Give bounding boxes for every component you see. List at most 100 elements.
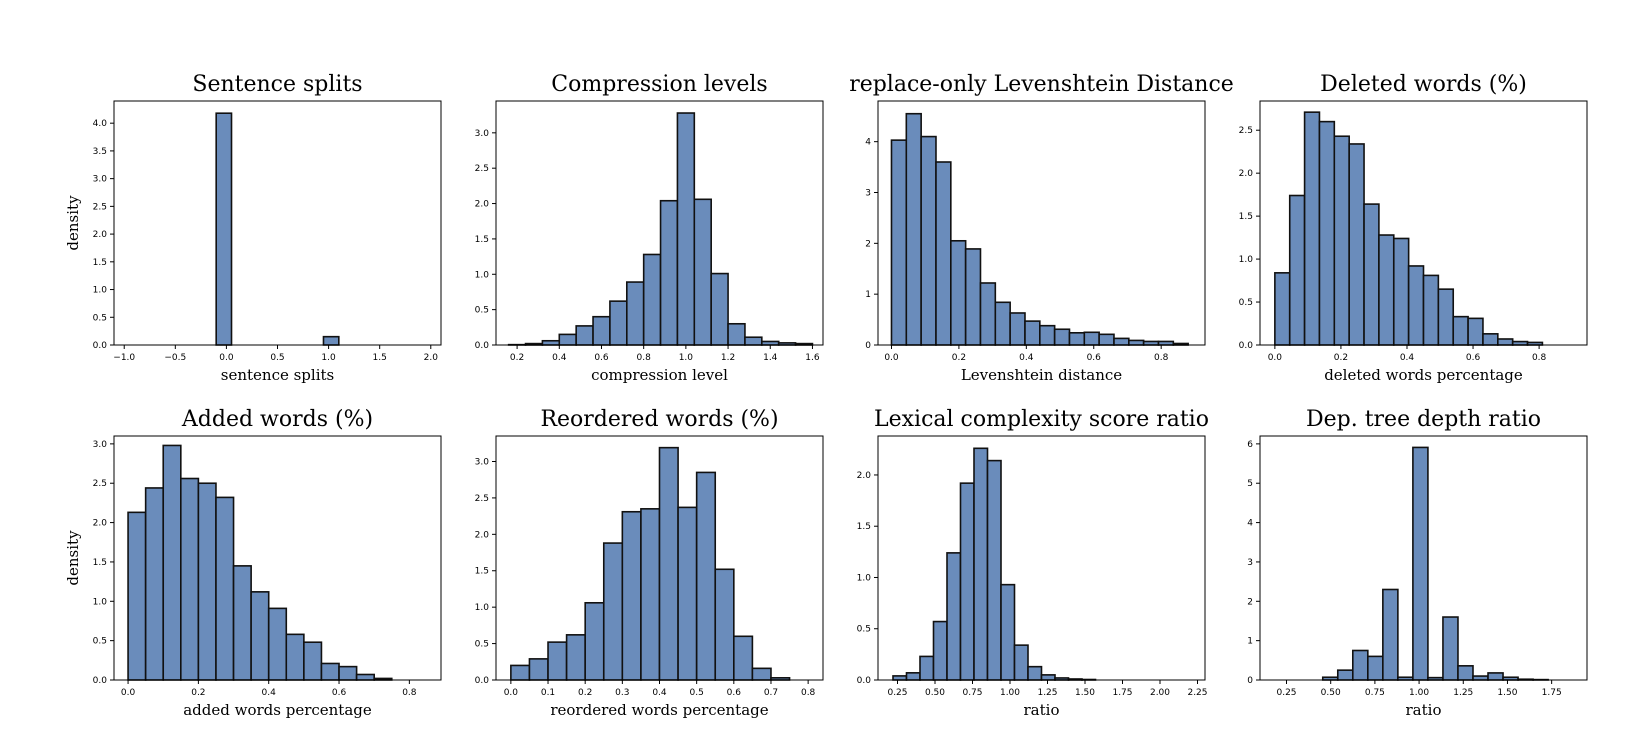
histogram-bar [1142,340,1160,346]
histogram-panel-5: 0.0 0.2 0.4 0.6 0.8 0.0 0.5 1.0 1.5 2.0 2.5 3.0 Adde… [64,407,442,719]
y-tick-label: 2.5 [1239,126,1253,136]
histogram-bar [621,510,642,681]
histogram-bar [905,112,922,346]
y-tick-label: 3 [865,189,871,199]
x-tick-label: 0.0 [884,353,899,363]
x-tick-label: 0.8 [1532,353,1547,363]
histogram-bar [592,315,611,346]
plot-frame [113,435,442,681]
y-tick-label: 1 [865,290,871,300]
histogram-bar [232,565,252,681]
histogram-bar [197,482,217,681]
histogram-bar [890,139,908,346]
y-tick-label: 1.5 [93,558,107,568]
histogram-bars [127,444,393,681]
histogram-bar [727,322,746,346]
y-tick-label: 3.0 [93,440,108,450]
y-tick-label: 2.0 [93,230,108,240]
y-tick-label: 1.5 [475,235,489,245]
histogram-bar [710,272,729,346]
histogram-bar [659,199,679,346]
y-tick-label: 0.5 [1239,298,1253,308]
y-tick-label: 3 [1247,558,1253,568]
x-tick-label: 0.7 [764,688,778,698]
histogram-panel-8: 0.25 0.50 0.75 1.00 1.25 1.50 1.75 0 1 2 3 4 5 6 Dep. … [1247,407,1588,719]
histogram-bar [935,161,952,346]
y-tick-label: 1.0 [93,286,108,296]
histogram-bar [1497,338,1514,346]
y-tick-label: 0.5 [475,306,489,316]
histogram-bar [1367,655,1384,681]
x-tick-label: 0.50 [1321,688,1341,698]
histogram-bar [528,658,549,681]
histogram-bar [677,506,698,681]
x-tick-label: 0.8 [1154,353,1169,363]
x-tick-label: 0.3 [615,688,629,698]
histogram-bar [1467,317,1484,346]
histogram-bar [1068,331,1086,346]
histogram-bar [1472,675,1489,681]
histogram-bar [905,672,921,681]
x-tick-label: 1.2 [721,353,735,363]
histogram-bar [950,239,967,346]
y-tick-label: 1.0 [475,270,490,280]
x-tick-label: 1.50 [1497,688,1517,698]
x-tick-label: 1.4 [763,353,778,363]
histogram-bar [979,282,997,346]
x-tick-label: 1.75 [1542,688,1562,698]
plot-frame [1259,435,1588,681]
x-tick-label: 2.25 [1187,688,1207,698]
histogram-bar [751,667,772,681]
histogram-panel-3: 0.0 0.2 0.4 0.6 0.8 0 1 2 3 4 replace-only Levensh… [849,72,1234,384]
x-tick-label: 0.8 [402,688,417,698]
x-tick-label: 0.5 [689,688,703,698]
histogram-bar [714,568,735,681]
x-tick-label: 0.4 [552,353,567,363]
histogram-bar [215,112,233,346]
y-tick-label: 1.5 [857,522,871,532]
x-tick-label: 0.25 [887,688,907,698]
histogram-bar [1407,265,1425,346]
histogram-bar [1348,143,1365,346]
y-tick-label: 1.5 [93,258,107,268]
chart-title: Lexical complexity score ratio [874,407,1209,432]
histogram-bar [1274,272,1291,346]
histogram-bar [1083,331,1100,346]
x-tick-label: 0.4 [1400,353,1415,363]
histogram-bar [338,665,358,681]
histogram-bar [510,664,531,681]
chart-title: Compression levels [551,72,767,97]
y-axis-label: density [64,195,82,251]
histogram-bar [285,633,305,681]
histogram-bar [1288,194,1306,346]
plot-frame [495,100,824,346]
histogram-bar [250,591,270,681]
histogram-panel-1: −1.0 −0.5 0.0 0.5 1.0 1.5 2.0 0.0 0.5 1.0 1.5 2.0 2.… [64,72,442,384]
x-tick-label: 0.6 [727,688,742,698]
chart-title: Deleted words (%) [1320,72,1527,97]
histogram-bar [162,444,182,681]
histogram-bar [303,641,323,681]
histogram-bar [1113,337,1130,346]
y-tick-label: 4 [865,138,871,148]
histogram-bar [602,542,624,681]
plot-frame [877,100,1206,346]
y-tick-label: 0.5 [857,625,871,635]
histogram-bar [1157,340,1175,346]
histogram-bar [964,248,982,346]
x-tick-label: 1.0 [679,353,694,363]
y-tick-label: 3.5 [93,147,107,157]
y-tick-label: 0.0 [1239,341,1254,351]
histogram-bar [320,662,340,681]
y-tick-label: 2 [1247,597,1253,607]
histogram-bar [144,487,165,681]
y-tick-label: 1 [1247,637,1253,647]
y-axis-label: density [64,530,82,586]
histogram-bar [1452,315,1469,346]
histogram-bar [584,601,605,681]
y-tick-label: 2 [865,239,871,249]
histogram-bar [1422,274,1440,346]
histogram-bar [1336,669,1354,681]
x-tick-label: 2.0 [424,353,439,363]
histogram-bar [1392,237,1410,346]
